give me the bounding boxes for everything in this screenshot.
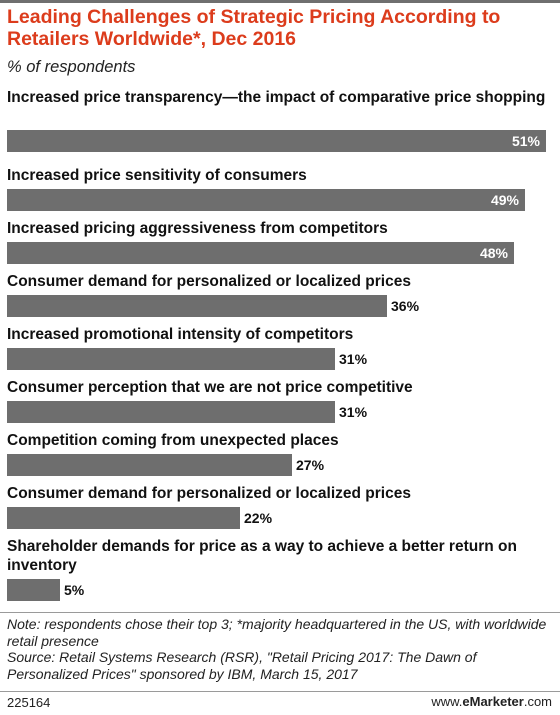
value-label: 51% (511, 133, 540, 149)
brand-name: eMarketer (462, 694, 524, 709)
brand-prefix: www. (431, 694, 463, 709)
footer-divider (0, 691, 560, 692)
bar (7, 348, 335, 370)
category-label: Increased pricing aggressiveness from co… (7, 220, 388, 237)
value-label: 31% (339, 351, 368, 367)
bar (7, 579, 60, 601)
bar (7, 507, 240, 529)
chart-source: Source: Retail Systems Research (RSR), "… (7, 649, 477, 682)
value-label: 5% (64, 582, 85, 598)
category-label: Increased price sensitivity of consumers (7, 167, 307, 184)
bar-chart: Increased price transparency—the impact … (0, 88, 560, 608)
bar (7, 401, 335, 423)
bar (7, 189, 525, 211)
category-label: Shareholder demands for price as a way t… (7, 538, 517, 574)
bar (7, 130, 546, 152)
value-label: 22% (244, 510, 273, 526)
brand-logo: www.eMarketer.com (431, 694, 552, 709)
category-label: Increased price transparency—the impact … (7, 89, 546, 106)
value-label: 36% (391, 298, 420, 314)
brand-suffix: .com (523, 694, 552, 709)
chart-subtitle: % of respondents (7, 58, 136, 76)
value-label: 49% (490, 192, 519, 208)
value-label: 31% (339, 404, 368, 420)
chart-note: Note: respondents chose their top 3; *ma… (7, 616, 547, 649)
notes-divider (0, 612, 560, 613)
top-rule (0, 0, 560, 3)
category-label: Consumer perception that we are not pric… (7, 379, 413, 396)
chart-title: Leading Challenges of Strategic Pricing … (7, 6, 501, 50)
category-label: Consumer demand for personalized or loca… (7, 485, 411, 502)
value-label: 48% (479, 245, 508, 261)
category-label: Competition coming from unexpected place… (7, 432, 339, 449)
value-label: 27% (296, 457, 325, 473)
chart-id: 225164 (7, 695, 51, 710)
notes-block: Note: respondents chose their top 3; *ma… (7, 616, 557, 682)
bar (7, 242, 514, 264)
category-label: Increased promotional intensity of compe… (7, 326, 354, 343)
category-label: Consumer demand for personalized or loca… (7, 273, 411, 290)
bar (7, 454, 292, 476)
bar (7, 295, 387, 317)
